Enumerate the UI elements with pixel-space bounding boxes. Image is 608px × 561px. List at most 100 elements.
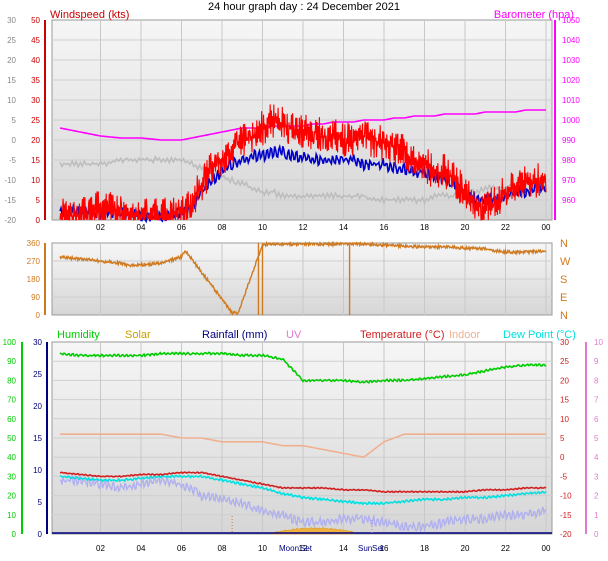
temp-tick-label: 0 [560,453,565,462]
temperature-line [59,471,547,494]
temp-tick-label: 5 [560,434,565,443]
x-tick-label: 22 [501,223,510,232]
compass-label: W [560,256,571,268]
x-tick-label: 16 [380,223,389,232]
temp-tick-label: -5 [560,472,568,481]
x-tick-label: 18 [420,223,429,232]
x-tick-label: 12 [299,223,308,232]
temp-tick-label: -10 [560,492,572,501]
uv-tick-label: 0 [594,530,599,539]
x-tick-label: 04 [137,223,146,232]
rain-tick-label: 25 [33,370,42,379]
rain-tick-label: 0 [38,530,43,539]
humidity-tick-label: 0 [12,530,17,539]
x-tick-label: 22 [501,544,510,553]
x-tick-label: 02 [96,223,105,232]
legend-rainfall-mm: Rainfall (mm) [202,329,267,341]
temp-tick-label: -15 [560,511,572,520]
x-tick-label: 00 [542,223,551,232]
legend-uv: UV [286,329,302,341]
moon-label: Moon [279,544,299,553]
sun-label: Sun [358,544,372,553]
wind-outer-tick-label: 30 [7,16,16,25]
x-tick-label: 12 [299,544,308,553]
baro-tick-label: 990 [562,136,576,145]
humidity-tick-label: 50 [7,434,16,443]
uv-tick-label: 7 [594,396,599,405]
dir-tick-label: 360 [27,239,41,248]
wind-left-tick-label: 10 [31,176,40,185]
x-tick-label: 04 [137,544,146,553]
dir-tick-label: 180 [27,275,41,284]
windspeed-line [59,104,547,221]
legend-temperature-c: Temperature (°C) [360,329,444,341]
dir-tick-label: 90 [31,293,40,302]
uv-tick-label: 6 [594,415,599,424]
x-tick-label: 20 [461,544,470,553]
uv-tick-label: 9 [594,357,599,366]
temp-tick-label: 20 [560,376,569,385]
x-tick-label: 10 [258,544,267,553]
wind-left-tick-label: 30 [31,96,40,105]
x-tick-label: 16 [380,544,389,553]
humidity-tick-label: 40 [7,453,16,462]
wind-left-tick-label: 15 [31,156,40,165]
wind-outer-tick-label: 0 [12,136,17,145]
x-tick-label: 14 [339,223,348,232]
uv-tick-label: 5 [594,434,599,443]
baro-tick-label: 1050 [562,16,580,25]
compass-label: N [560,310,568,322]
wind-left-tick-label: 40 [31,56,40,65]
x-tick-label: 00 [542,544,551,553]
windspeed-legend: Windspeed (kts) [50,9,129,21]
uv-tick-label: 2 [594,492,599,501]
baro-tick-label: 1030 [562,56,580,65]
wind-left-tick-label: 45 [31,36,40,45]
baro-tick-label: 1000 [562,116,580,125]
baro-tick-label: 980 [562,156,576,165]
legend-humidity: Humidity [57,329,100,341]
wind-left-tick-label: 50 [31,16,40,25]
x-tick-label: 18 [420,544,429,553]
barometer-legend: Barometer (hpa) [494,9,574,21]
x-tick-label: 06 [177,544,186,553]
wind-left-tick-label: 25 [31,116,40,125]
x-tick-label: 20 [461,223,470,232]
humidity-tick-label: 100 [3,338,17,347]
humidity-tick-label: 20 [7,492,16,501]
lavender-series-line [59,474,547,533]
uv-tick-label: 3 [594,472,599,481]
baro-tick-label: 960 [562,196,576,205]
rain-tick-label: 15 [33,434,42,443]
wind-outer-tick-label: 20 [7,56,16,65]
humidity-tick-label: 80 [7,376,16,385]
uv-tick-label: 1 [594,511,599,520]
compass-label: N [560,238,568,250]
x-tick-label: 08 [218,223,227,232]
humidity-tick-label: 30 [7,472,16,481]
humidity-tick-label: 60 [7,415,16,424]
wind-outer-tick-label: 25 [7,36,16,45]
wind-outer-tick-label: 5 [12,116,17,125]
wind-outer-tick-label: -5 [9,156,17,165]
wind-direction-line [59,240,547,316]
legend-indoor: Indoor [449,329,481,341]
temp-tick-label: 15 [560,396,569,405]
humidity-tick-label: 70 [7,396,16,405]
x-tick-label: 02 [96,544,105,553]
humidity-line [59,351,547,384]
compass-label: E [560,292,567,304]
wind-outer-tick-label: -15 [4,196,16,205]
moonset-label: Set [300,544,313,553]
x-tick-label: 08 [218,544,227,553]
legend-solar: Solar [125,329,151,341]
indoor-line [60,433,546,459]
uv-tick-label: 8 [594,376,599,385]
temp-tick-label: 30 [560,338,569,347]
baro-tick-label: 970 [562,176,576,185]
baro-tick-label: 1010 [562,96,580,105]
compass-label: S [560,274,567,286]
rain-tick-label: 30 [33,338,42,347]
legend-dew-point-c: Dew Point (°C) [503,329,576,341]
